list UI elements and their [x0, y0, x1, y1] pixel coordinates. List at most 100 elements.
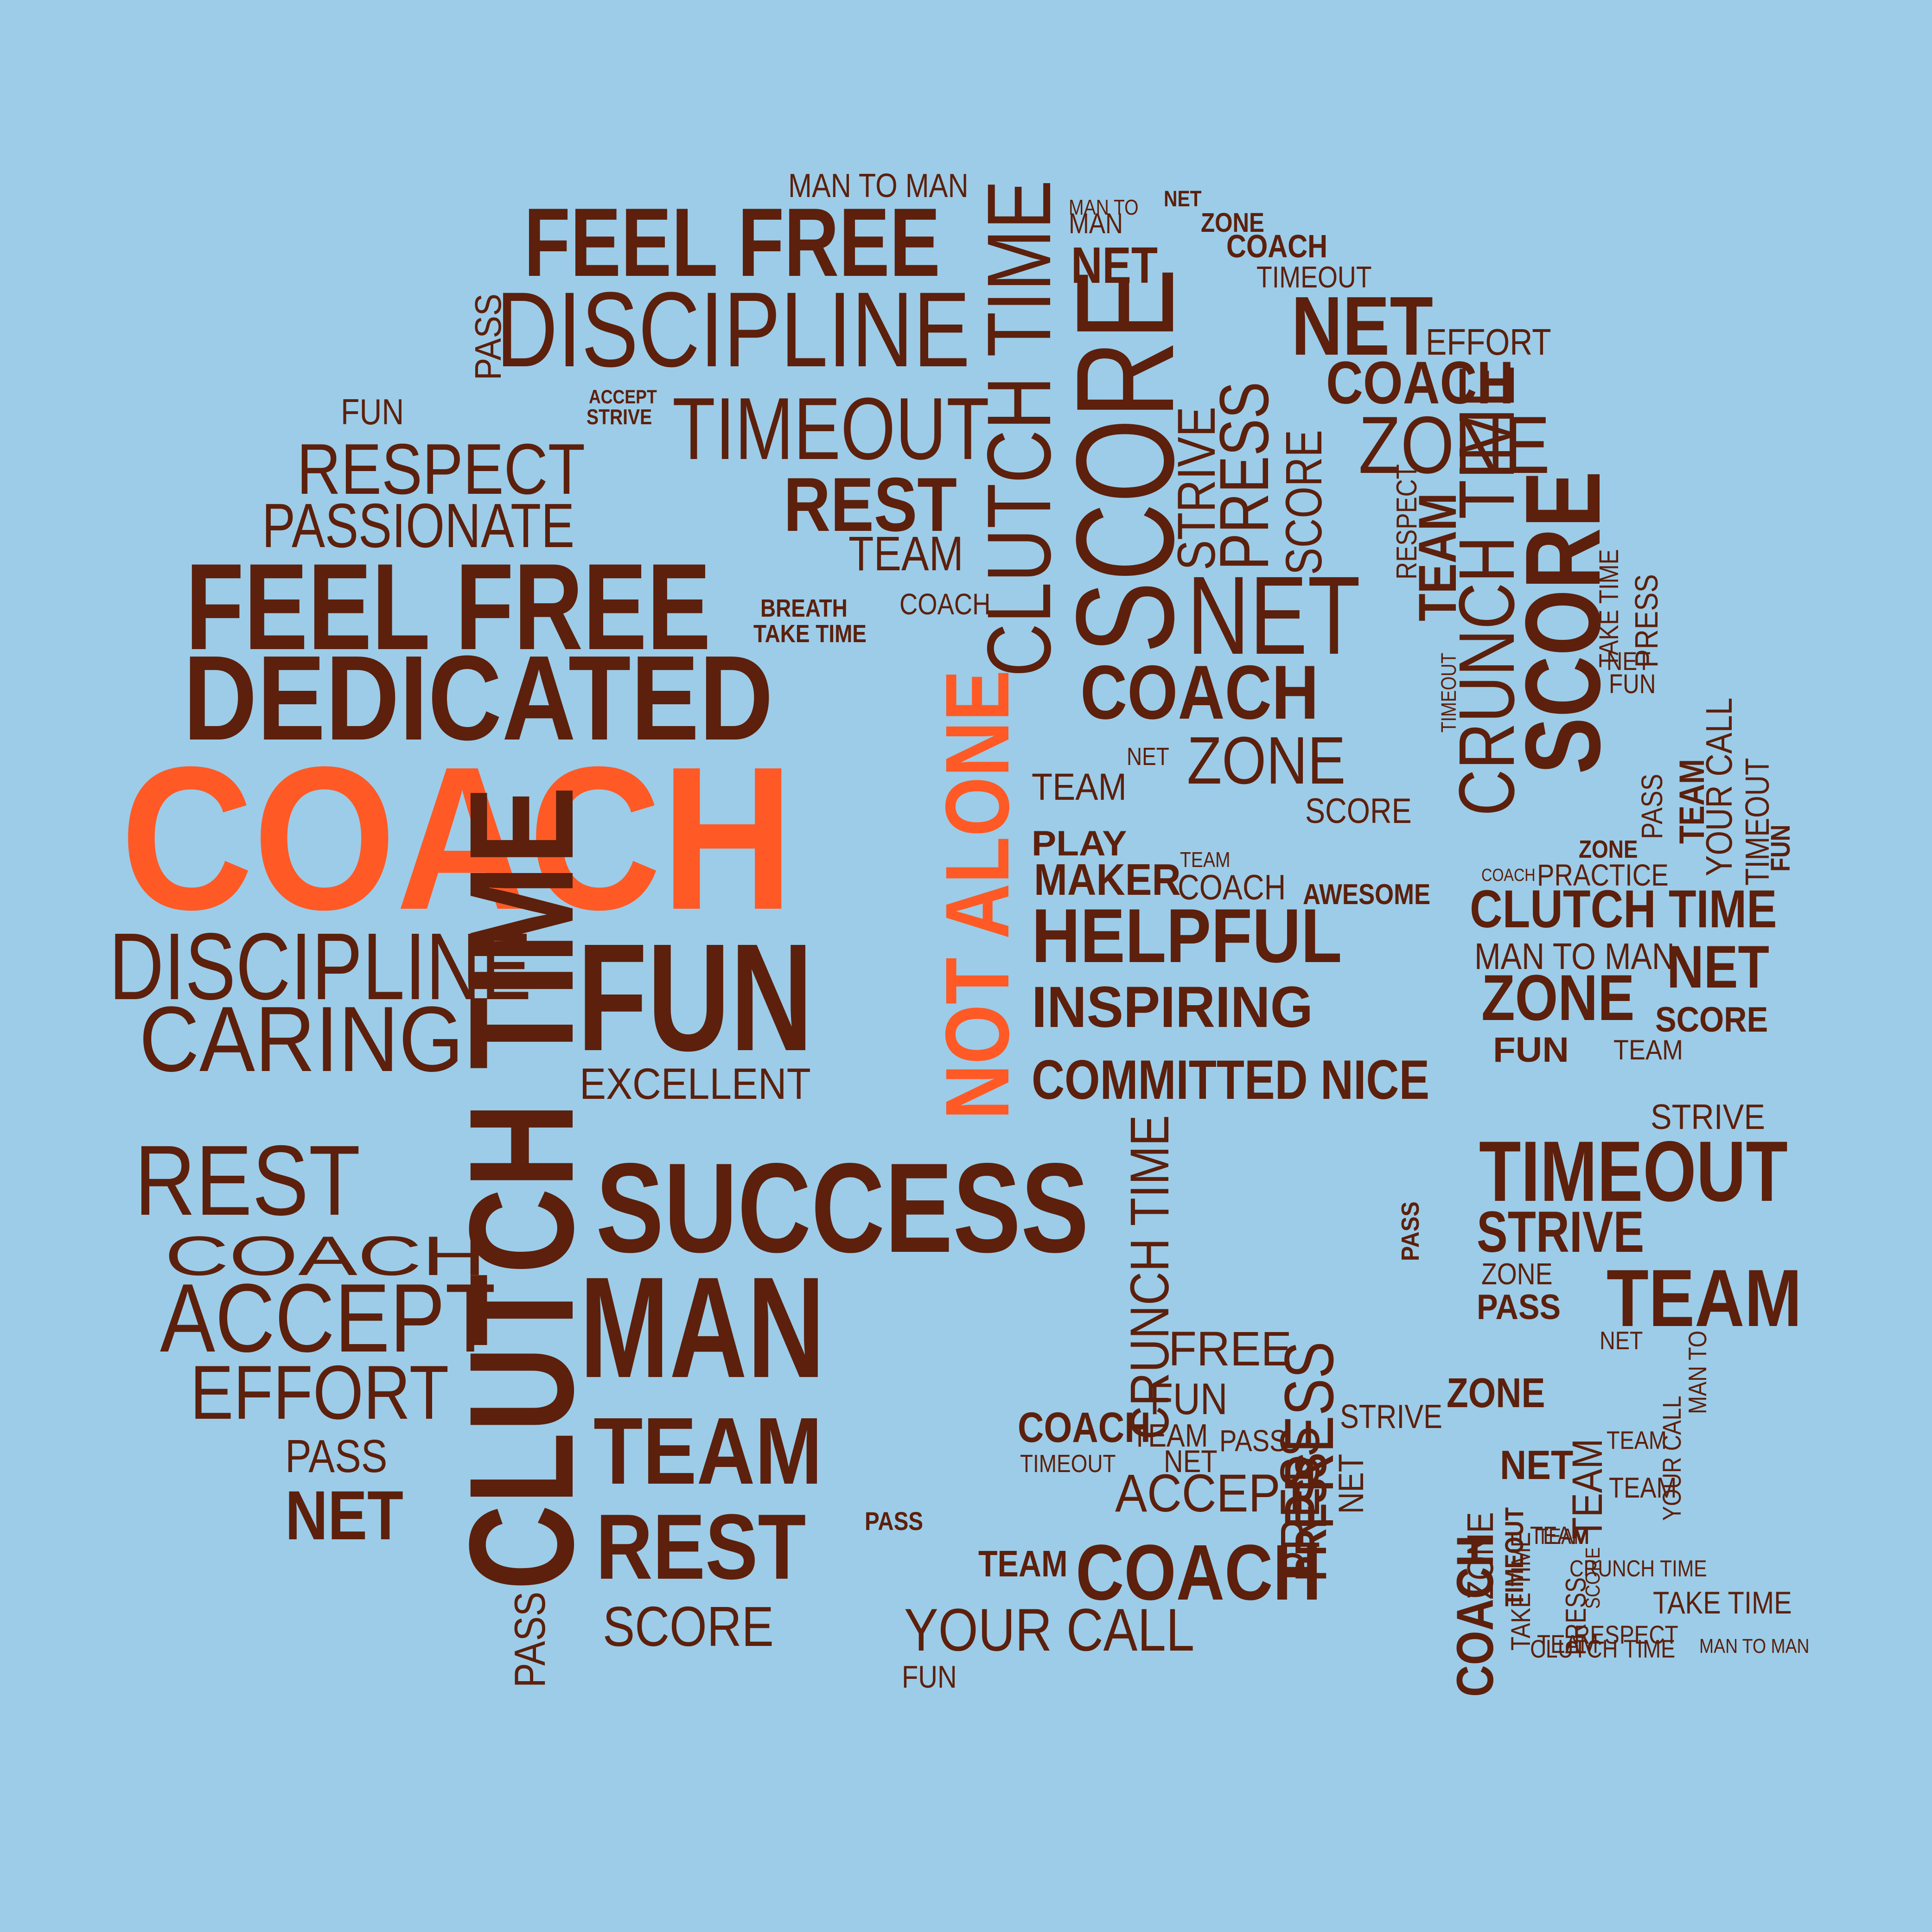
word-115: TEAM [1530, 1522, 1589, 1549]
word-56: COACH [1178, 867, 1286, 907]
word-91: MAN TO [1683, 1331, 1711, 1414]
word-129: SCORE [1581, 1547, 1604, 1609]
word-54: MAKER [1034, 855, 1181, 905]
word-78: REST [134, 1125, 360, 1236]
word-43: TEAM [1407, 493, 1467, 621]
word-84: STRIVE [1477, 1199, 1644, 1264]
word-85: EFFORT [190, 1350, 449, 1435]
word-76: TEAM [1613, 1034, 1683, 1065]
word-88: SUCCESS [596, 1137, 1089, 1279]
word-110: PRESS [1270, 1341, 1348, 1530]
word-40: COACH [1326, 349, 1514, 416]
word-80: CLUTCH TIME [439, 786, 605, 1590]
word-39: EFFORT [1426, 321, 1551, 363]
word-132: YOUR CALL [1658, 1396, 1686, 1521]
word-128: PRESS [1560, 1577, 1592, 1655]
word-44: CRUNCH TIME [1442, 365, 1530, 816]
word-97: NET [285, 1477, 403, 1554]
word-37: TIMEOUT [1256, 260, 1372, 294]
word-11: TEAM [848, 526, 963, 580]
word-47: TAKE TIME [1594, 549, 1624, 668]
word-23: CLUTCH TIME [969, 180, 1070, 677]
word-9: PASSIONATE [262, 490, 574, 560]
word-61: NET [1127, 743, 1169, 771]
word-10: REST [784, 462, 957, 547]
word-126: COACH [1447, 1535, 1505, 1697]
word-46: SCORE [1503, 471, 1622, 774]
word-35: ZONE [1187, 723, 1345, 798]
word-136: TEAM [1537, 1630, 1598, 1658]
word-117: TEAM [1537, 1524, 1589, 1549]
word-77: STRIVE [1651, 1098, 1765, 1137]
word-79: COACH [165, 1224, 486, 1287]
word-112: PRESS [1269, 1426, 1331, 1581]
word-122: TAKE TIME [1653, 1586, 1792, 1620]
word-89: PASS [1477, 1288, 1561, 1327]
word-92: MAN [580, 1248, 825, 1408]
word-7: TIMEOUT [672, 380, 989, 478]
word-130: CLUTCH TIME [1530, 1634, 1675, 1663]
word-6: STRIVE [587, 405, 652, 429]
word-33: NET [1071, 237, 1158, 294]
word-67: ZONE [1579, 835, 1638, 863]
word-101: CRUNCH TIME [1119, 1115, 1180, 1440]
word-95: TEAM [1131, 1417, 1208, 1454]
word-99: COACH [1018, 1404, 1151, 1451]
word-20: FUN [577, 912, 813, 1083]
word-38: NET [1291, 280, 1433, 372]
word-98: TEAM [593, 1398, 823, 1504]
word-105: ZONE [1447, 1369, 1545, 1416]
word-41: ZONE [1358, 400, 1550, 491]
word-50: FUN [1609, 669, 1656, 699]
word-51: SCORE [1305, 791, 1412, 830]
word-4: FUN [341, 392, 404, 432]
word-13: BREATH [760, 594, 848, 622]
word-5: ACCEPT [589, 386, 657, 408]
word-100: TIMEOUT [1020, 1450, 1116, 1478]
word-82: ACCEPT [160, 1264, 496, 1372]
word-62: PASS [1635, 774, 1669, 839]
word-121: TEAM [978, 1543, 1068, 1584]
word-69: PRACTICE [1537, 858, 1669, 892]
word-72: NET [1667, 933, 1769, 1001]
word-73: ZONE [1481, 961, 1635, 1034]
word-3: PASS [468, 293, 509, 380]
word-94: FUN [1150, 1374, 1228, 1424]
word-113: TEAM [1609, 1472, 1677, 1504]
word-53: PLAY [1032, 823, 1127, 863]
word-29: PRESS [1205, 382, 1283, 570]
word-17: COACH [121, 724, 794, 952]
word-111: ACCEPT [1115, 1464, 1310, 1523]
word-25: MAN [1069, 208, 1123, 240]
word-68: COACH [1481, 866, 1536, 885]
word-118: CRUNCH TIME [1569, 1556, 1707, 1581]
word-0: MAN TO MAN [788, 167, 969, 204]
word-96: PASS [285, 1430, 387, 1482]
word-58: HELPFUL [1032, 893, 1342, 978]
word-55: TEAM [1180, 848, 1231, 872]
word-8: RESPECT [297, 429, 585, 509]
word-57: AWESOME [1303, 879, 1430, 911]
word-102: STRIVE [1340, 1398, 1442, 1435]
word-108: REST [596, 1495, 806, 1599]
word-135: FUN [902, 1660, 957, 1695]
word-131: TEAM [1564, 1439, 1611, 1539]
word-106: TEAM [1607, 1426, 1667, 1454]
word-16: DEDICATED [183, 631, 773, 765]
word-15: COACH [899, 587, 990, 621]
word-71: MAN TO MAN [1474, 936, 1675, 977]
word-22: NOT ALONE [927, 670, 1028, 1120]
word-93: FREE [1168, 1321, 1292, 1376]
word-48: PRESS [1628, 574, 1664, 668]
word-70: CLUTCH TIME [1470, 879, 1777, 938]
word-125: TIMEOUT [1500, 1507, 1529, 1607]
word-18: DISCIPLINE [109, 914, 531, 1020]
word-75: FUN [1493, 1030, 1569, 1070]
word-124: YOUR CALL [904, 1596, 1194, 1664]
word-49: NET [1607, 647, 1651, 676]
word-133: RESPECT [1574, 1620, 1678, 1649]
word-107: NET [1500, 1442, 1573, 1488]
